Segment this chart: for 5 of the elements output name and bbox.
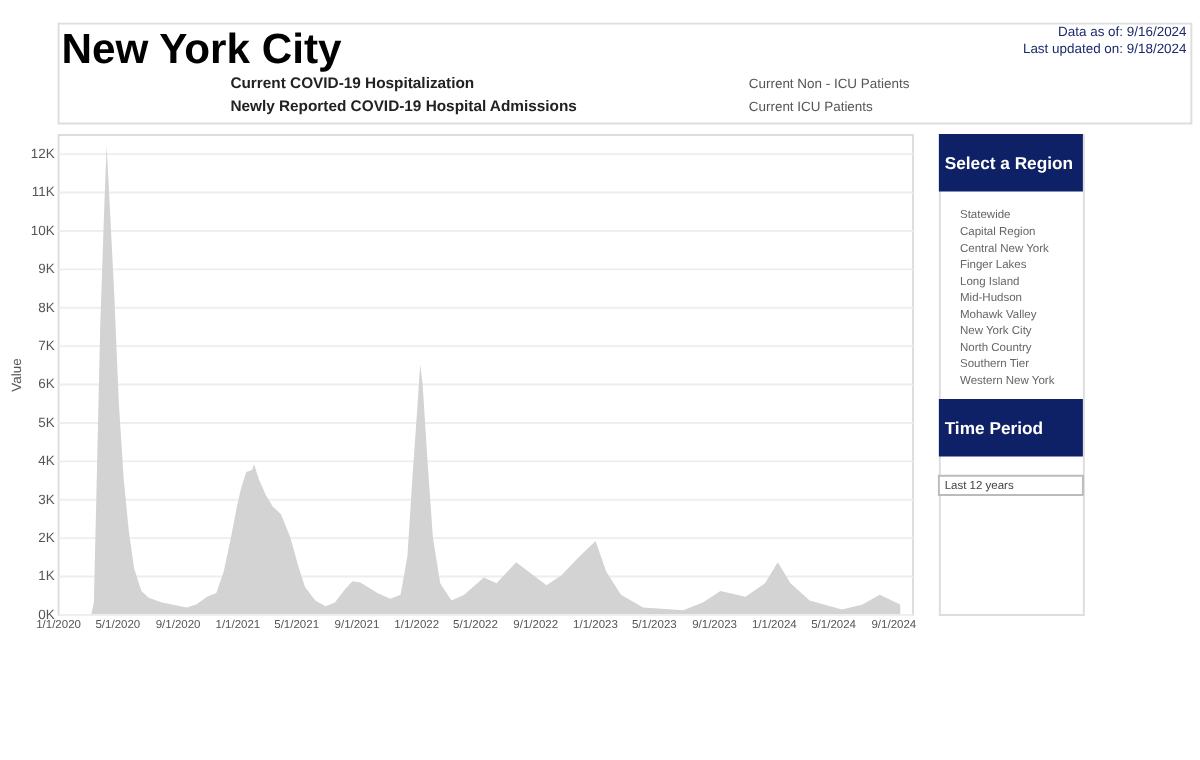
text: Newly Reported COVID-19 Hospital Admissions <box>230 96 577 115</box>
chart-title: New York City <box>61 26 342 73</box>
text: Time Period <box>944 417 1044 438</box>
text: Select a Region <box>944 152 1074 173</box>
text: Current COVID-19 Hospitalization <box>230 73 475 92</box>
